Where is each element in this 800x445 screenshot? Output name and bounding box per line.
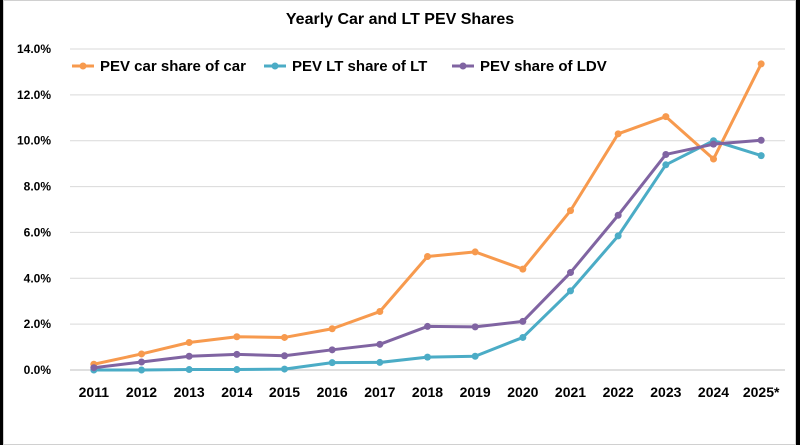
data-point bbox=[471, 248, 479, 256]
data-point bbox=[710, 140, 717, 148]
data-point bbox=[614, 232, 622, 240]
x-tick-label: 2015 bbox=[269, 384, 300, 400]
x-tick-label: 2023 bbox=[650, 384, 681, 400]
data-point bbox=[281, 333, 288, 341]
data-point bbox=[710, 155, 717, 163]
x-tick-label: 2011 bbox=[79, 384, 110, 400]
chart-panel: Yearly Car and LT PEV Shares 0.0% 2.0% 4.0… bbox=[3, 0, 796, 445]
data-point bbox=[662, 150, 670, 158]
x-tick-label: 2021 bbox=[555, 384, 586, 400]
x-tick-label: 2019 bbox=[460, 384, 491, 400]
legend-swatch-marker bbox=[271, 62, 279, 70]
data-point bbox=[424, 353, 431, 361]
y-tick-label: 0.0% bbox=[24, 363, 52, 377]
data-point bbox=[185, 352, 193, 360]
data-point bbox=[328, 325, 336, 333]
x-tick-label: 2012 bbox=[126, 384, 157, 400]
y-tick-label: 14.0% bbox=[17, 42, 51, 56]
data-point bbox=[376, 308, 384, 316]
data-point bbox=[614, 211, 622, 219]
data-point bbox=[471, 323, 479, 331]
data-point bbox=[424, 253, 431, 261]
data-point bbox=[233, 350, 241, 358]
y-tick-label: 2.0% bbox=[24, 317, 52, 331]
data-point bbox=[185, 338, 193, 346]
legend-label: PEV share of LDV bbox=[480, 58, 607, 75]
data-point bbox=[424, 322, 431, 330]
y-tick-label: 8.0% bbox=[24, 180, 52, 194]
x-tick-label: 2014 bbox=[221, 384, 252, 400]
x-tick-label: 2025* bbox=[743, 384, 780, 400]
legend-swatch-marker bbox=[459, 62, 467, 70]
x-tick-label: 2018 bbox=[412, 384, 443, 400]
data-point bbox=[281, 365, 288, 373]
y-tick-label: 4.0% bbox=[24, 271, 52, 285]
x-tick-label: 2022 bbox=[603, 384, 634, 400]
y-tick-label: 12.0% bbox=[17, 88, 51, 102]
x-tick-label: 2024 bbox=[698, 384, 729, 400]
data-point bbox=[138, 366, 145, 374]
series-line bbox=[92, 62, 763, 366]
data-point bbox=[185, 366, 193, 374]
axis-layer: 0.0% 2.0% 4.0% 6.0% 8.0% 10.0% 12.0% 14.0% 2011 2… bbox=[17, 42, 785, 400]
data-point bbox=[376, 340, 384, 348]
data-point bbox=[376, 358, 384, 366]
data-point bbox=[90, 364, 98, 372]
data-point bbox=[662, 161, 670, 169]
data-point bbox=[519, 333, 527, 341]
data-point bbox=[233, 366, 241, 374]
data-point bbox=[138, 350, 145, 358]
chart-title: Yearly Car and LT PEV Shares bbox=[286, 11, 514, 28]
data-point bbox=[614, 130, 622, 138]
y-tick-label: 6.0% bbox=[24, 225, 52, 239]
data-point bbox=[757, 60, 765, 68]
data-point bbox=[757, 152, 765, 160]
x-tick-label: 2017 bbox=[364, 384, 395, 400]
data-point bbox=[281, 352, 288, 360]
data-point bbox=[757, 136, 765, 144]
data-point bbox=[662, 113, 670, 121]
legend-swatch-marker bbox=[79, 62, 87, 70]
legend-label: PEV LT share of LT bbox=[292, 58, 427, 75]
series-layer bbox=[90, 60, 765, 374]
x-tick-label: 2020 bbox=[507, 384, 538, 400]
data-point bbox=[233, 333, 241, 341]
data-point bbox=[328, 346, 336, 354]
data-point bbox=[567, 207, 574, 215]
legend-label: PEV car share of car bbox=[100, 58, 246, 75]
data-point bbox=[567, 269, 574, 277]
grid-layer bbox=[70, 48, 785, 325]
line-chart: Yearly Car and LT PEV Shares 0.0% 2.0% 4.0… bbox=[17, 11, 785, 400]
data-point bbox=[519, 265, 527, 273]
data-point bbox=[471, 352, 479, 360]
data-point bbox=[138, 358, 145, 366]
legend: PEV car share of car PEV LT share of LT PE… bbox=[72, 58, 607, 75]
data-point bbox=[519, 317, 527, 325]
x-tick-label: 2013 bbox=[174, 384, 205, 400]
y-tick-label: 10.0% bbox=[17, 134, 51, 148]
data-point bbox=[567, 287, 574, 295]
x-tick-label: 2016 bbox=[317, 384, 348, 400]
data-point bbox=[328, 359, 336, 367]
